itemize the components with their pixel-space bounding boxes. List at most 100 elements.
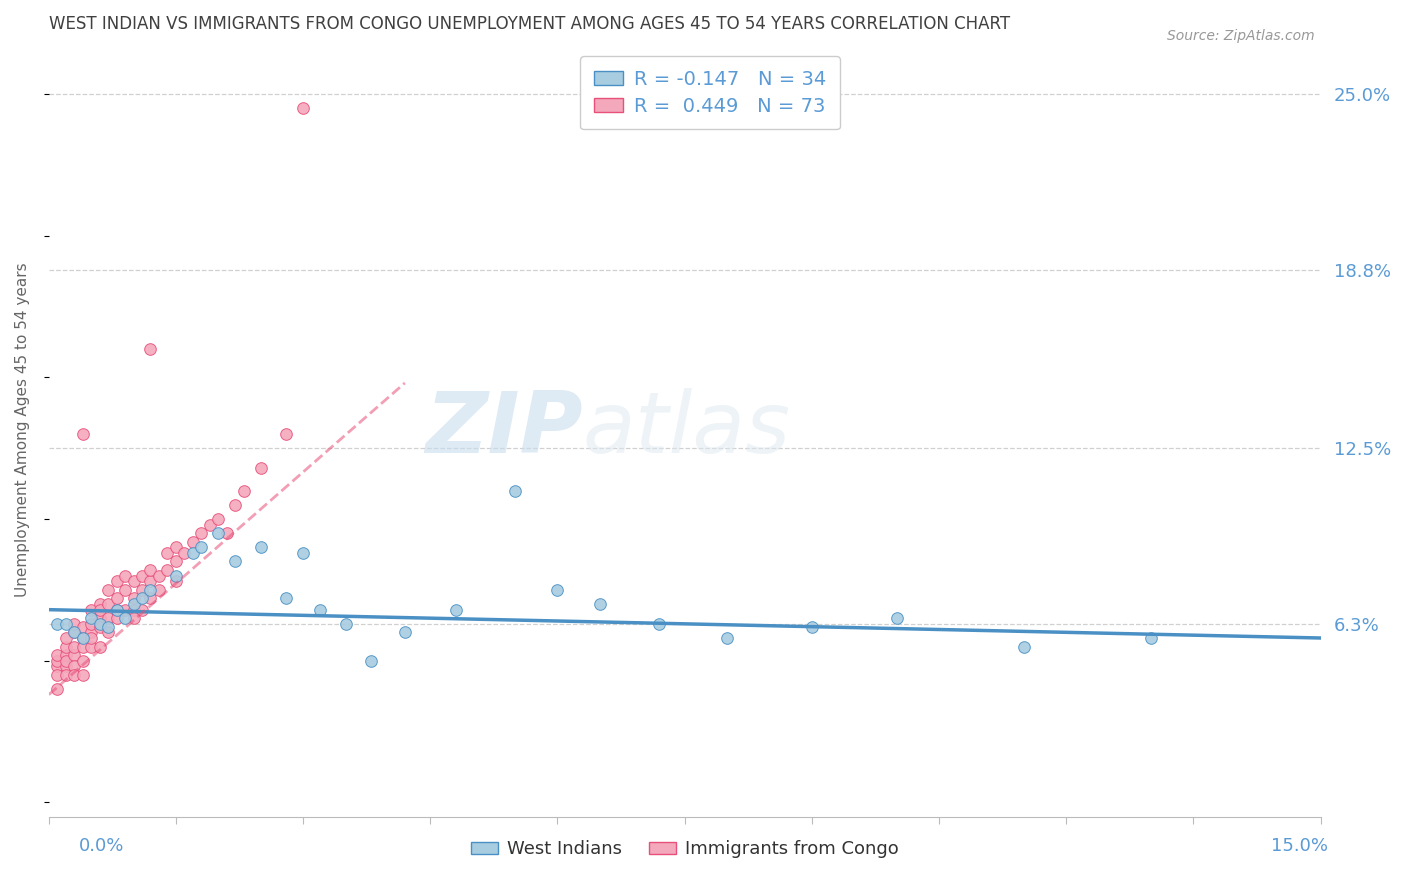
Point — [139, 574, 162, 589]
Point — [190, 541, 212, 555]
Point — [165, 541, 187, 555]
Point — [80, 640, 103, 654]
Point — [122, 574, 145, 589]
Point — [503, 483, 526, 498]
Point — [309, 602, 332, 616]
Point — [139, 563, 162, 577]
Point — [131, 591, 153, 606]
Point — [173, 546, 195, 560]
Point — [207, 512, 229, 526]
Point — [207, 526, 229, 541]
Point — [55, 668, 77, 682]
Point — [181, 546, 204, 560]
Point — [139, 342, 162, 356]
Point — [97, 611, 120, 625]
Point — [360, 654, 382, 668]
Point — [46, 654, 69, 668]
Text: ZIP: ZIP — [425, 388, 583, 471]
Point — [716, 631, 738, 645]
Point — [190, 526, 212, 541]
Point — [122, 597, 145, 611]
Point — [105, 611, 128, 625]
Point — [63, 625, 86, 640]
Point — [131, 602, 153, 616]
Point — [139, 591, 162, 606]
Point — [148, 582, 170, 597]
Point — [114, 568, 136, 582]
Point — [46, 668, 69, 682]
Text: WEST INDIAN VS IMMIGRANTS FROM CONGO UNEMPLOYMENT AMONG AGES 45 TO 54 YEARS CORR: WEST INDIAN VS IMMIGRANTS FROM CONGO UNE… — [49, 15, 1010, 33]
Point — [444, 602, 467, 616]
Point — [249, 541, 271, 555]
Point — [55, 616, 77, 631]
Point — [292, 101, 315, 115]
Point — [63, 616, 86, 631]
Point — [131, 568, 153, 582]
Point — [63, 640, 86, 654]
Point — [114, 611, 136, 625]
Point — [80, 625, 103, 640]
Point — [80, 602, 103, 616]
Point — [97, 625, 120, 640]
Point — [46, 648, 69, 662]
Point — [97, 620, 120, 634]
Point — [215, 526, 238, 541]
Point — [105, 602, 128, 616]
Point — [648, 616, 671, 631]
Point — [89, 616, 111, 631]
Point — [80, 616, 103, 631]
Point — [589, 597, 612, 611]
Text: 15.0%: 15.0% — [1271, 837, 1327, 855]
Point — [89, 602, 111, 616]
Point — [89, 640, 111, 654]
Point — [55, 631, 77, 645]
Point — [97, 597, 120, 611]
Point — [63, 648, 86, 662]
Point — [46, 659, 69, 673]
Point — [63, 668, 86, 682]
Point — [148, 568, 170, 582]
Point — [72, 668, 94, 682]
Point — [114, 602, 136, 616]
Point — [55, 648, 77, 662]
Point — [232, 483, 254, 498]
Point — [165, 554, 187, 568]
Point — [165, 568, 187, 582]
Point — [105, 574, 128, 589]
Point — [181, 534, 204, 549]
Point — [46, 681, 69, 696]
Point — [224, 498, 246, 512]
Point — [394, 625, 416, 640]
Point — [80, 611, 103, 625]
Text: 0.0%: 0.0% — [79, 837, 124, 855]
Legend: R = -0.147   N = 34, R =  0.449   N = 73: R = -0.147 N = 34, R = 0.449 N = 73 — [579, 56, 841, 129]
Point — [276, 427, 298, 442]
Point — [122, 591, 145, 606]
Point — [224, 554, 246, 568]
Point — [63, 659, 86, 673]
Point — [249, 461, 271, 475]
Point — [1012, 640, 1035, 654]
Point — [292, 546, 315, 560]
Point — [156, 546, 179, 560]
Point — [139, 582, 162, 597]
Point — [72, 427, 94, 442]
Point — [198, 517, 221, 532]
Point — [114, 582, 136, 597]
Point — [546, 582, 568, 597]
Point — [89, 597, 111, 611]
Point — [55, 654, 77, 668]
Text: atlas: atlas — [583, 388, 792, 471]
Point — [89, 620, 111, 634]
Point — [1140, 631, 1163, 645]
Point — [335, 616, 357, 631]
Point — [276, 591, 298, 606]
Point — [72, 631, 94, 645]
Point — [105, 602, 128, 616]
Point — [156, 563, 179, 577]
Point — [122, 602, 145, 616]
Y-axis label: Unemployment Among Ages 45 to 54 years: Unemployment Among Ages 45 to 54 years — [15, 262, 30, 597]
Point — [80, 631, 103, 645]
Text: Source: ZipAtlas.com: Source: ZipAtlas.com — [1167, 29, 1315, 43]
Point — [886, 611, 908, 625]
